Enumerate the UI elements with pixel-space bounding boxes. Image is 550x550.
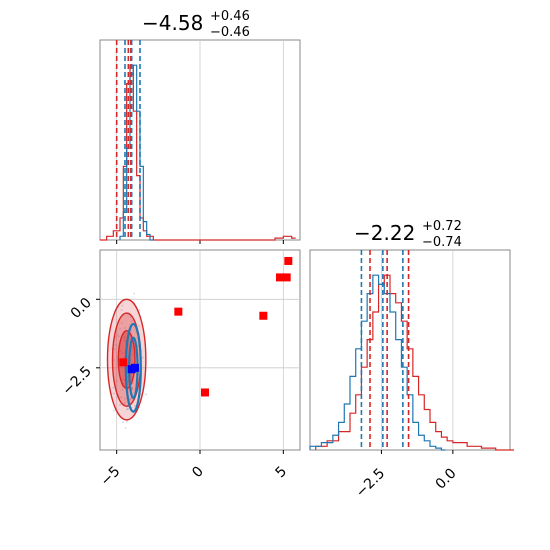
joint-red-marker-2 [201,388,209,397]
joint-sample-point-89 [113,392,116,395]
joint-sample-point-37 [115,379,118,382]
joint-red-marker-1 [259,311,268,320]
param2-hist-series-b-line [315,274,514,451]
joint-sample-point-98 [130,376,133,379]
joint-sample-point-14 [124,336,127,339]
joint-sample-point-87 [124,339,127,342]
joint-sample-point-81 [119,327,122,330]
param2-tick-label-0: −2.5 [353,466,388,501]
joint-sample-point-54 [119,404,121,406]
param2-title-upper: +0.72 [422,219,462,234]
joint-red-marker-3 [276,273,284,282]
joint-sample-point-62 [113,359,115,361]
joint-x-tick-label-1: 0 [189,464,207,482]
joint-sample-point-50 [127,408,129,410]
joint-sample-point-5 [121,352,124,355]
param2-histogram-series-a [309,274,446,451]
param1-title-upper: +0.46 [210,9,250,24]
param2-title: −2.22 +0.72 −0.74 [354,219,462,250]
joint-sample-point-60 [117,333,119,336]
joint-red-marker-4 [282,273,291,282]
joint-blue-marker-1 [127,365,136,374]
joint-x-ticks: −5 0 5 [98,450,291,490]
param2-x-ticks: −2.5 0.0 [353,450,460,501]
param2-title-value: −2.22 [354,221,415,245]
joint-sample-point-33 [120,396,123,399]
joint-sample-point-22 [121,388,124,391]
param2-histogram-series-b [315,274,514,451]
joint-sample-point-111 [131,387,134,390]
joint-sample-point-13 [134,404,136,407]
joint-red-marker-0 [174,307,183,316]
joint-sample-point-23 [123,333,125,336]
joint-contour-series-a-0 [124,322,142,413]
joint-panel: −5 0 5 0.0 −2.5 [59,249,301,490]
joint-sample-point-19 [114,343,117,346]
param1-hist-series-b-line [100,64,296,241]
param2-tick-label-1: 0.0 [433,466,460,493]
param1-quantile-lines [115,40,141,240]
param1-title-lower: −0.46 [210,25,250,40]
joint-sample-point-90 [121,421,124,424]
joint-sample-point-109 [121,304,124,307]
joint-sample-point-102 [117,335,120,338]
joint-y-ticks: 0.0 −2.5 [59,295,100,399]
joint-sample-point-44 [119,350,121,353]
param2-title-lower: −0.74 [422,235,462,250]
param2-histogram-panel: −2.22 +0.72 −0.74 −2.5 0.0 [309,219,514,501]
joint-sample-point-118 [124,398,126,400]
joint-red-marker-5 [284,256,293,265]
param2-hist-series-a-line [309,274,446,451]
joint-sample-point-70 [145,393,148,396]
param1-histogram-series-b [100,64,296,241]
joint-sample-point-21 [124,427,127,429]
joint-x-tick-label-2: 5 [273,464,291,482]
joint-sample-point-101 [129,398,132,401]
param1-title-value: −4.58 [142,11,203,35]
joint-sample-point-77 [112,386,115,389]
joint-sample-point-0 [122,378,125,381]
joint-sample-point-61 [112,409,115,412]
joint-sample-point-99 [120,309,123,311]
joint-sample-point-108 [130,320,133,323]
joint-markers [119,256,293,397]
joint-sample-point-71 [141,356,144,359]
joint-sample-point-84 [123,327,126,329]
param2-histogram-frame [309,249,511,451]
joint-sample-point-9 [113,348,116,351]
joint-sample-point-103 [126,420,128,423]
joint-sample-point-112 [121,322,123,324]
param1-histogram-panel: −4.58 +0.46 −0.46 [99,9,301,244]
joint-y-tick-label-0: 0.0 [68,295,95,322]
param2-quantile-lines [360,250,410,450]
joint-y-tick-label-1: −2.5 [59,363,94,398]
param2-histogram-grid [381,250,454,450]
joint-sample-point-12 [133,292,136,295]
joint-sample-point-42 [138,325,140,328]
joint-sample-point-115 [131,353,134,356]
joint-sample-point-88 [124,401,127,404]
joint-sample-point-29 [138,309,141,311]
param1-title: −4.58 +0.46 −0.46 [142,9,250,40]
joint-x-tick-label-0: −5 [98,464,124,490]
joint-red-marker-6 [119,358,128,367]
